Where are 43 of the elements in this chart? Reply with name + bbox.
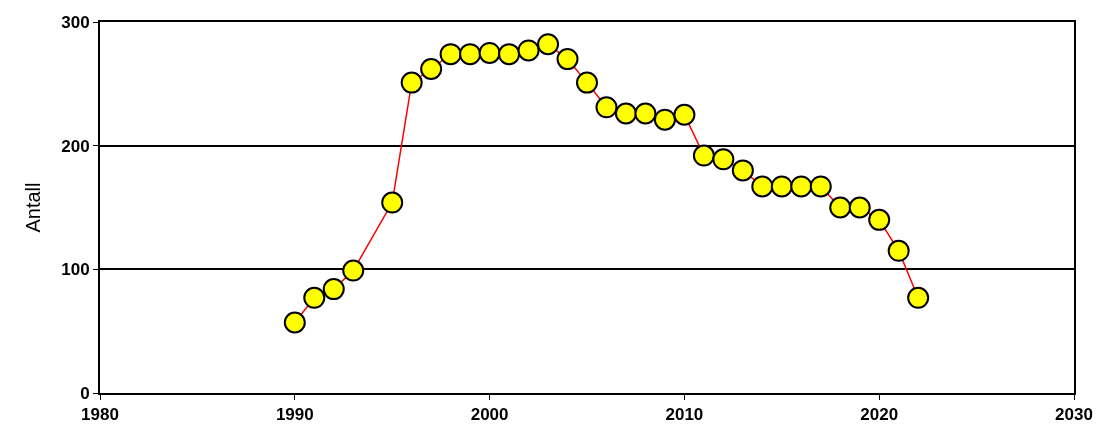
point xyxy=(848,196,871,219)
point xyxy=(342,259,365,282)
x-tick-label: 1980 xyxy=(81,405,119,425)
point xyxy=(907,286,930,309)
point xyxy=(322,278,345,301)
point xyxy=(498,43,521,66)
point xyxy=(770,175,793,198)
point xyxy=(400,71,423,94)
point xyxy=(556,48,579,71)
x-tick-label: 2020 xyxy=(860,405,899,425)
x-tick-label: 2030 xyxy=(1055,405,1093,425)
point xyxy=(459,43,482,66)
point xyxy=(809,175,832,198)
x-tick-label: 1990 xyxy=(275,405,314,425)
point xyxy=(381,191,404,214)
point xyxy=(829,196,852,219)
point xyxy=(517,39,540,62)
y-axis-title: Antall xyxy=(22,182,45,233)
point xyxy=(420,57,443,80)
point xyxy=(790,175,813,198)
point xyxy=(887,239,910,262)
x-tick-label: 2000 xyxy=(470,405,509,425)
y-tick-label: 200 xyxy=(61,136,90,156)
point xyxy=(751,175,774,198)
point xyxy=(712,148,735,171)
x-tick-label: 2010 xyxy=(665,405,704,425)
point xyxy=(731,159,754,182)
point xyxy=(576,71,598,94)
y-tick-label: 300 xyxy=(61,12,90,32)
point xyxy=(653,108,676,131)
point xyxy=(303,286,326,309)
point xyxy=(614,102,637,125)
point xyxy=(634,102,657,125)
point xyxy=(868,208,891,231)
point xyxy=(673,103,696,126)
y-tick-label: 100 xyxy=(61,260,90,280)
point xyxy=(537,33,560,56)
point xyxy=(439,43,462,66)
point xyxy=(595,96,618,119)
point xyxy=(478,41,501,64)
point xyxy=(283,311,306,334)
point xyxy=(692,144,715,167)
y-tick-label: 0 xyxy=(80,383,90,403)
